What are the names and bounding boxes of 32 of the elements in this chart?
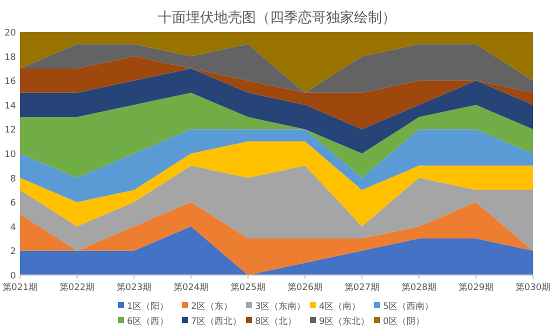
x-tick-label: 第021期	[2, 282, 38, 293]
y-tick-label: 18	[4, 52, 16, 63]
x-tick-label: 第022期	[59, 282, 95, 293]
x-tick-label: 第027期	[344, 282, 380, 293]
y-tick-label: 12	[4, 126, 16, 136]
legend-label: 9区（东北）	[319, 316, 370, 327]
x-tick-label: 第028期	[401, 282, 437, 293]
legend-label: 6区（西）	[127, 316, 169, 327]
y-tick-label: 6	[10, 198, 16, 209]
legend-label: 2区（东）	[191, 301, 233, 312]
x-tick-label: 第023期	[116, 282, 152, 293]
y-tick-label: 4	[10, 222, 16, 233]
x-tick-label: 第026期	[287, 282, 323, 293]
legend-label: 8区（北）	[255, 316, 297, 327]
y-tick-label: 8	[10, 174, 16, 184]
y-tick-label: 10	[4, 150, 16, 160]
legend-label: 5区（西南）	[383, 301, 434, 312]
y-tick-label: 14	[4, 101, 16, 112]
legend-label: 1区（阳）	[127, 301, 169, 312]
y-tick-label: 16	[4, 77, 16, 88]
legend-label: 7区（西北）	[191, 316, 242, 327]
legend-label: 4区（南）	[319, 301, 361, 312]
y-tick-label: 2	[10, 247, 16, 258]
x-tick-label: 第024期	[173, 282, 209, 293]
x-tick-label: 第030期	[515, 282, 551, 293]
y-tick-label: 20	[4, 28, 16, 38]
legend-label: 3区（东南）	[255, 301, 306, 312]
x-tick-label: 第025期	[230, 282, 266, 293]
chart-title: 十面埋伏地壳图（四季恋哥独家绘制）	[158, 10, 396, 26]
x-tick-label: 第029期	[458, 282, 494, 293]
legend-label: 0区（阴）	[383, 316, 425, 327]
y-tick-label: 0	[10, 272, 16, 282]
